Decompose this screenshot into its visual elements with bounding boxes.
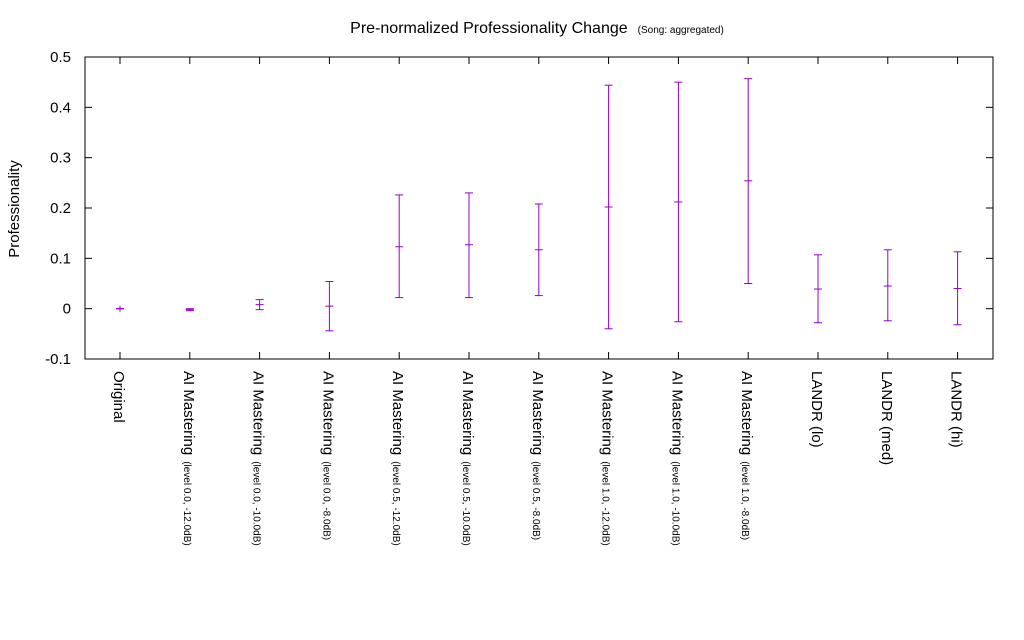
error-bar <box>534 203 543 297</box>
y-tick-label: 0.5 <box>50 49 71 66</box>
x-tick-label-main: AI Mastering <box>738 371 755 455</box>
x-tick-label: AI Mastering (level 0.5, -12.0dB) <box>389 371 406 546</box>
error-bar <box>465 192 473 299</box>
x-tick-label-sub: (level 0.0, -8.0dB) <box>320 461 331 540</box>
x-tick-label: AI Mastering (level 1.0, -10.0dB) <box>668 371 685 546</box>
x-tick-label-main: LANDR (med) <box>878 371 895 465</box>
chart-title: Pre-normalized Professionality Change (S… <box>350 20 724 37</box>
x-tick-label: LANDR (med) <box>878 371 895 465</box>
x-tick-label-main: LANDR (hi) <box>948 371 965 448</box>
x-tick-label: AI Mastering (level 0.0, -8.0dB) <box>319 371 336 540</box>
y-tick-label: 0.1 <box>50 250 71 267</box>
x-tick-label-sub: (level 1.0, -8.0dB) <box>739 461 750 540</box>
x-tick-label-sub: (level 0.0, -12.0dB) <box>181 461 192 546</box>
error-bar <box>116 305 124 312</box>
chart-title-sub: (Song: aggregated) <box>638 25 724 36</box>
x-tick-label: AI Mastering (level 1.0, -12.0dB) <box>599 371 616 546</box>
x-tick-label: AI Mastering (level 0.5, -8.0dB) <box>529 371 546 540</box>
error-bar <box>674 81 683 323</box>
x-tick-label-main: AI Mastering <box>250 371 267 455</box>
x-tick-label: AI Mastering (level 1.0, -8.0dB) <box>738 371 755 540</box>
x-tick-label: LANDR (hi) <box>948 371 965 448</box>
x-tick-label-main: AI Mastering <box>389 371 406 455</box>
y-axis-label: Professionality <box>6 160 23 258</box>
y-tick-label: 0.3 <box>50 150 71 167</box>
x-tick-label-main: AI Mastering <box>668 371 685 455</box>
error-bar <box>744 78 753 284</box>
x-tick-label-sub: (level 1.0, -12.0dB) <box>600 461 611 546</box>
x-tick-label-sub: (level 0.0, -10.0dB) <box>251 461 262 546</box>
x-tick-label-main: AI Mastering <box>319 371 336 455</box>
error-bar <box>883 249 892 322</box>
error-bars <box>116 78 962 332</box>
x-tick-label-sub: (level 1.0, -10.0dB) <box>669 461 680 546</box>
x-tick-label-main: LANDR (lo) <box>808 371 825 448</box>
y-tick-label: 0.2 <box>50 200 71 217</box>
x-tick-labels: Original AI Mastering (level 0.0, -12.0dB)… <box>110 371 965 546</box>
x-tick-label-main: AI Mastering <box>529 371 546 455</box>
error-bar <box>395 194 404 299</box>
error-bar <box>255 299 264 311</box>
x-tick-label: Original <box>110 371 127 423</box>
x-tick-label-sub: (level 0.5, -12.0dB) <box>390 461 401 546</box>
x-tick-label-main: AI Mastering <box>180 371 197 455</box>
y-tick-label: -0.1 <box>45 351 71 368</box>
x-tick-label: AI Mastering (level 0.5, -10.0dB) <box>459 371 476 546</box>
x-tick-label-sub: (level 0.5, -8.0dB) <box>530 461 541 540</box>
y-tick-label: 0.4 <box>50 99 71 116</box>
x-tick-label: LANDR (lo) <box>808 371 825 448</box>
x-tick-label-main: AI Mastering <box>459 371 476 455</box>
plot-frame <box>84 56 994 360</box>
error-bar <box>325 280 334 332</box>
x-tick-label-main: Original <box>110 371 127 423</box>
error-bar <box>185 308 194 312</box>
x-tick-label-main: AI Mastering <box>599 371 616 455</box>
error-bar <box>814 254 822 324</box>
chart-title-main: Pre-normalized Professionality Change <box>350 20 628 37</box>
y-tick-labels: -0.1 0 0.1 0.2 0.3 0.4 0.5 <box>45 49 71 368</box>
x-tick-label: AI Mastering (level 0.0, -10.0dB) <box>250 371 267 546</box>
error-bar <box>953 251 962 326</box>
error-bar <box>604 84 613 330</box>
x-tick-label: AI Mastering (level 0.0, -12.0dB) <box>180 371 197 546</box>
x-tick-label-sub: (level 0.5, -10.0dB) <box>460 461 471 546</box>
y-tick-label: 0 <box>63 301 71 318</box>
